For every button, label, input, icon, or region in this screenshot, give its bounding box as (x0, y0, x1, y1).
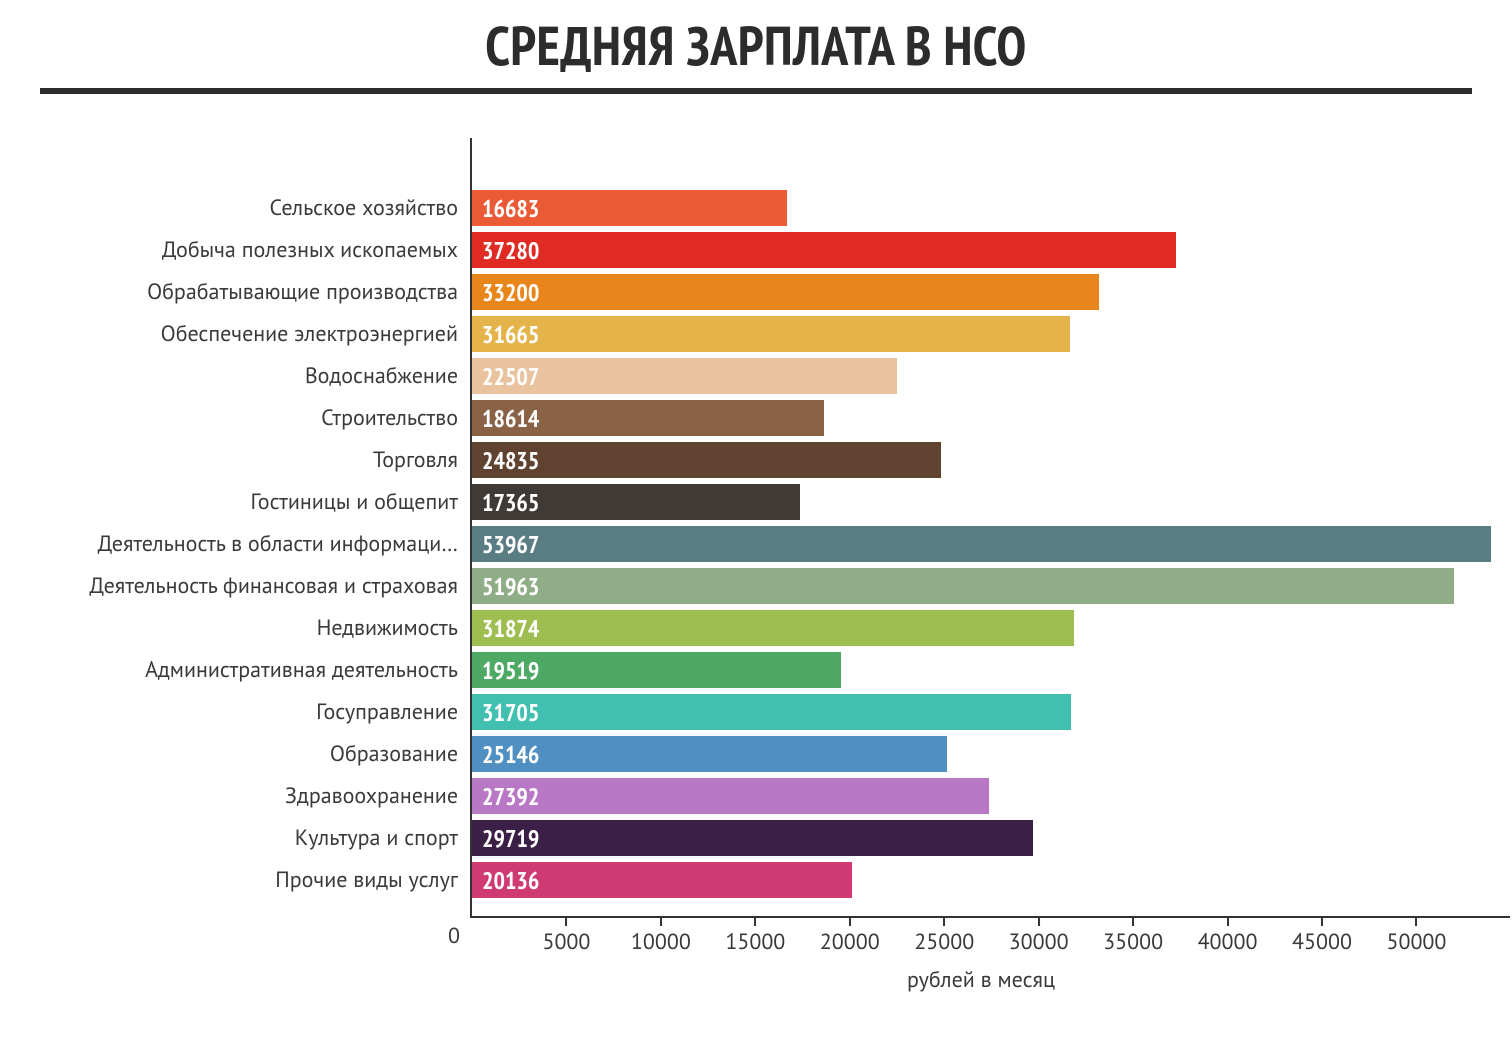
bar: 31705 (472, 694, 1071, 730)
bar-value-label: 25146 (472, 739, 539, 770)
bar-category-label: Здравоохранение (285, 782, 472, 810)
bar: 17365 (472, 484, 800, 520)
x-tick-mark (849, 916, 851, 926)
x-tick-label: 25000 (914, 928, 974, 956)
bar-value-label: 31665 (472, 319, 539, 350)
bar-category-label: Госуправление (316, 698, 472, 726)
x-tick-mark (943, 916, 945, 926)
bar: 19519 (472, 652, 841, 688)
x-tick-label: 35000 (1103, 928, 1163, 956)
bar-category-label: Культура и спорт (295, 824, 472, 852)
x-tick-label: 10000 (631, 928, 691, 956)
bar: 27392 (472, 778, 989, 814)
x-tick-mark (1132, 916, 1134, 926)
bar-value-label: 51963 (472, 571, 539, 602)
bar-category-label: Обрабатывающие производства (147, 278, 472, 306)
chart-container: СРЕДНЯЯ ЗАРПЛАТА В НСО Сельское хозяйств… (0, 10, 1512, 1042)
bar-value-label: 37280 (472, 235, 539, 266)
bar-value-label: 24835 (472, 445, 539, 476)
x-tick-mark (1415, 916, 1417, 926)
x-tick-label: 50000 (1386, 928, 1446, 956)
y-axis-overhang (470, 138, 472, 154)
bar: 22507 (472, 358, 897, 394)
x-tick-mark (1227, 916, 1229, 926)
x-tick: 10000 (631, 916, 691, 956)
x-tick-mark (660, 916, 662, 926)
bar-category-label: Торговля (373, 446, 472, 474)
bar-value-label: 31705 (472, 697, 539, 728)
x-axis-overhang (1490, 916, 1510, 918)
chart-title: СРЕДНЯЯ ЗАРПЛАТА В НСО (40, 10, 1472, 80)
x-tick: 30000 (1009, 916, 1069, 956)
x-tick: 50000 (1386, 916, 1446, 956)
bar-category-label: Сельское хозяйство (270, 194, 472, 222)
bar: 18614 (472, 400, 824, 436)
bar-value-label: 17365 (472, 487, 539, 518)
chart: Сельское хозяйство16683Добыча полезных и… (40, 154, 1472, 1028)
title-underline (40, 88, 1472, 94)
bar-category-label: Обеспечение электроэнергией (161, 320, 472, 348)
x-tick-mark (1038, 916, 1040, 926)
bar-category-label: Административная деятельность (145, 656, 472, 684)
x-tick-mark (754, 916, 756, 926)
bar-value-label: 53967 (472, 529, 539, 560)
bar-value-label: 29719 (472, 823, 539, 854)
bar: 51963 (472, 568, 1454, 604)
bar-value-label: 19519 (472, 655, 539, 686)
x-tick: 20000 (820, 916, 880, 956)
bar: 37280 (472, 232, 1176, 268)
bar: 31874 (472, 610, 1074, 646)
bar: 24835 (472, 442, 941, 478)
x-tick-label: 15000 (725, 928, 785, 956)
x-tick: 5000 (542, 916, 590, 956)
x-tick-label: 30000 (1009, 928, 1069, 956)
bar-category-label: Добыча полезных ископаемых (162, 236, 472, 264)
x-axis-title: рублей в месяц (472, 966, 1490, 994)
x-tick: 35000 (1103, 916, 1163, 956)
bar-value-label: 18614 (472, 403, 539, 434)
plot-area: Сельское хозяйство16683Добыча полезных и… (470, 154, 1490, 918)
bar-category-label: Водоснабжение (305, 362, 472, 390)
bar: 25146 (472, 736, 947, 772)
bar: 16683 (472, 190, 787, 226)
x-tick-label: 45000 (1292, 928, 1352, 956)
x-tick-label: 20000 (820, 928, 880, 956)
x-tick-label: 5000 (542, 928, 590, 956)
bar-value-label: 16683 (472, 193, 539, 224)
x-tick: 40000 (1198, 916, 1258, 956)
bar-value-label: 33200 (472, 277, 539, 308)
x-tick-label: 40000 (1198, 928, 1258, 956)
bar-value-label: 27392 (472, 781, 539, 812)
bar-value-label: 22507 (472, 361, 539, 392)
bar-value-label: 31874 (472, 613, 539, 644)
x-tick: 45000 (1292, 916, 1352, 956)
bar-category-label: Прочие виды услуг (275, 866, 472, 894)
bar: 20136 (472, 862, 852, 898)
bars: Сельское хозяйство16683Добыча полезных и… (472, 154, 1490, 916)
x-tick: 15000 (725, 916, 785, 956)
bar: 31665 (472, 316, 1070, 352)
x-tick: 25000 (914, 916, 974, 956)
bar-category-label: Недвижимость (317, 614, 472, 642)
bar: 33200 (472, 274, 1099, 310)
bar-category-label: Образование (330, 740, 472, 768)
x-tick-mark (1321, 916, 1323, 926)
bar-category-label: Гостиницы и общепит (250, 488, 472, 516)
x-zero-label: 0 (448, 916, 470, 950)
bar: 29719 (472, 820, 1033, 856)
bar: 53967 (472, 526, 1491, 562)
x-tick-mark (565, 916, 567, 926)
bar-value-label: 20136 (472, 865, 539, 896)
bar-category-label: Деятельность в области информаци… (98, 530, 472, 558)
bar-category-label: Деятельность финансовая и страховая (89, 572, 472, 600)
bar-category-label: Строительство (321, 404, 472, 432)
